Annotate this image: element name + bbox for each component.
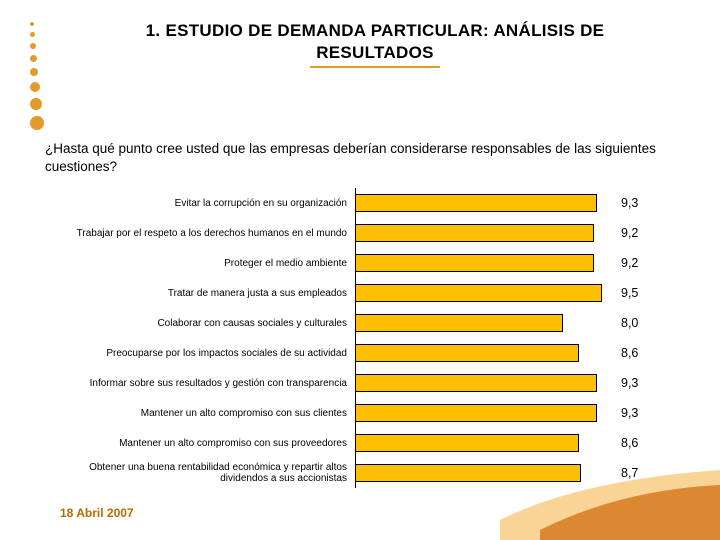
bar-row: Preocuparse por los impactos sociales de… <box>45 338 685 368</box>
bar-fill <box>355 464 581 482</box>
bar-value: 8,7 <box>615 466 655 480</box>
bar-fill <box>355 254 594 272</box>
bar-value: 8,0 <box>615 316 655 330</box>
bar-row: Proteger el medio ambiente 9,2 <box>45 248 685 278</box>
title-line2: RESULTADOS <box>316 43 434 62</box>
bar-label: Mantener un alto compromiso con sus prov… <box>45 438 355 449</box>
bar-value: 8,6 <box>615 436 655 450</box>
question-text: ¿Hasta qué punto cree usted que las empr… <box>45 140 685 176</box>
bar-row: Informar sobre sus resultados y gestión … <box>45 368 685 398</box>
page-title: 1. ESTUDIO DE DEMANDA PARTICULAR: ANÁLIS… <box>85 20 665 68</box>
bar-track <box>355 344 615 362</box>
bar-track <box>355 404 615 422</box>
bar-label: Informar sobre sus resultados y gestión … <box>45 378 355 389</box>
bar-fill <box>355 314 563 332</box>
bar-label: Proteger el medio ambiente <box>45 258 355 269</box>
bar-value: 9,3 <box>615 406 655 420</box>
bar-value: 8,6 <box>615 346 655 360</box>
bar-track <box>355 194 615 212</box>
bar-fill <box>355 404 597 422</box>
bar-value: 9,3 <box>615 196 655 210</box>
bar-value: 9,2 <box>615 256 655 270</box>
bar-value: 9,3 <box>615 376 655 390</box>
bar-track <box>355 434 615 452</box>
bar-fill <box>355 284 602 302</box>
bar-row: Colaborar con causas sociales y cultural… <box>45 308 685 338</box>
bar-row: Mantener un alto compromiso con sus prov… <box>45 428 685 458</box>
bar-value: 9,2 <box>615 226 655 240</box>
bar-row: Evitar la corrupción en su organización 9… <box>45 188 685 218</box>
bar-fill <box>355 194 597 212</box>
title-line1: 1. ESTUDIO DE DEMANDA PARTICULAR: ANÁLIS… <box>146 21 605 40</box>
bar-track <box>355 224 615 242</box>
bar-fill <box>355 374 597 392</box>
title-underline <box>310 66 440 68</box>
bar-label: Mantener un alto compromiso con sus clie… <box>45 408 355 419</box>
bar-track <box>355 254 615 272</box>
bar-label: Colaborar con causas sociales y cultural… <box>45 318 355 329</box>
responsibility-bar-chart: Evitar la corrupción en su organización 9… <box>45 188 685 488</box>
bar-value: 9,5 <box>615 286 655 300</box>
bar-fill <box>355 434 579 452</box>
bar-fill <box>355 344 579 362</box>
bar-label: Tratar de manera justa a sus empleados <box>45 288 355 299</box>
bar-row: Mantener un alto compromiso con sus clie… <box>45 398 685 428</box>
bar-row: Trabajar por el respeto a los derechos h… <box>45 218 685 248</box>
deco-dots <box>30 22 44 136</box>
bar-label: Preocuparse por los impactos sociales de… <box>45 348 355 359</box>
bar-track <box>355 374 615 392</box>
bar-fill <box>355 224 594 242</box>
bar-label: Trabajar por el respeto a los derechos h… <box>45 228 355 239</box>
bar-track <box>355 314 615 332</box>
bar-row: Tratar de manera justa a sus empleados 9,… <box>45 278 685 308</box>
bar-label: Evitar la corrupción en su organización <box>45 198 355 209</box>
bar-label: Obtener una buena rentabilidad económica… <box>45 462 355 484</box>
bar-row: Obtener una buena rentabilidad económica… <box>45 458 685 488</box>
footer-date: 18 Abril 2007 <box>60 506 134 520</box>
bar-track <box>355 284 615 302</box>
bar-track <box>355 464 615 482</box>
